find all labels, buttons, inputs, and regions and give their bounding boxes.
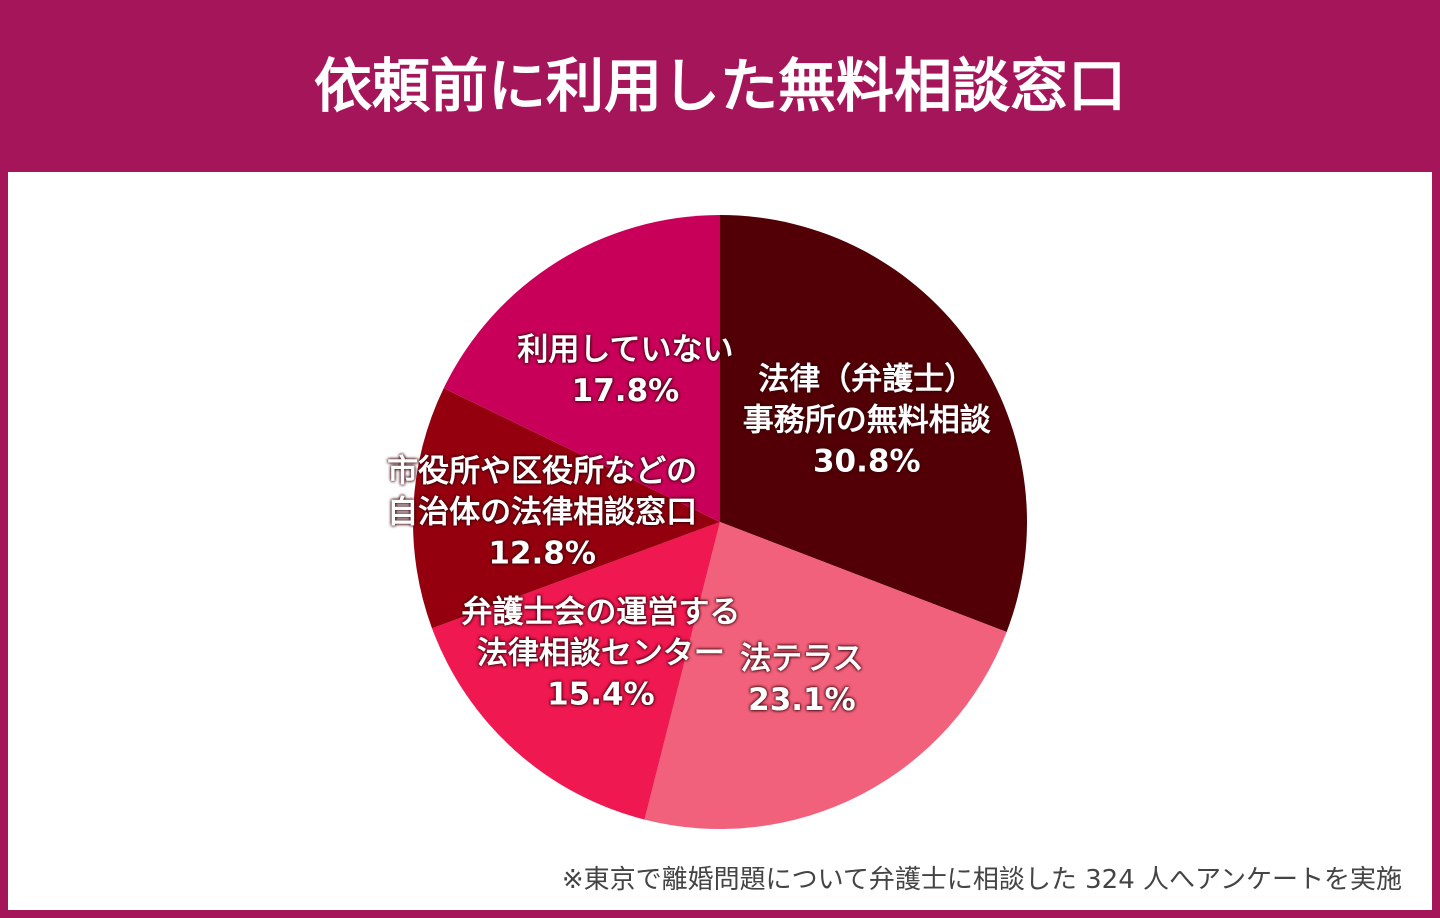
pie-slice — [720, 215, 1027, 632]
slice-label: 法律（弁護士） 事務所の無料相談 30.8% — [743, 360, 991, 483]
category-label: 利用していない — [517, 332, 734, 369]
pie-slice — [432, 522, 720, 820]
footnote: ※東京で離婚問題について弁護士に相談した 324 人へアンケートを実施 — [561, 865, 1402, 895]
slice-label: 市役所や区役所などの 自治体の法律相談窓口 12.8% — [387, 452, 697, 575]
category-label: 市役所や区役所などの 自治体の法律相談窓口 — [387, 453, 698, 531]
value-label: 17.8% — [571, 373, 680, 410]
pie-slice — [443, 215, 720, 522]
value-label: 23.1% — [748, 682, 856, 719]
category-label: 法テラス — [740, 641, 864, 678]
value-label: 12.8% — [488, 535, 596, 572]
category-label: 弁護士会の運営する 法律相談センター — [461, 595, 741, 672]
value-label: 30.8% — [812, 443, 921, 480]
pie-slice — [413, 388, 720, 629]
pie-slice — [644, 522, 1007, 829]
slice-label: 法テラス 23.1% — [740, 639, 863, 721]
slice-label: 利用していない 17.8% — [517, 330, 733, 412]
slice-label: 弁護士会の運営する 法律相談センター 15.4% — [461, 593, 740, 716]
chart-title: 依頼前に利用した無料相談窓口 — [313, 52, 1126, 120]
value-label: 15.4% — [547, 676, 655, 713]
category-label: 法律（弁護士） 事務所の無料相談 — [742, 361, 991, 439]
